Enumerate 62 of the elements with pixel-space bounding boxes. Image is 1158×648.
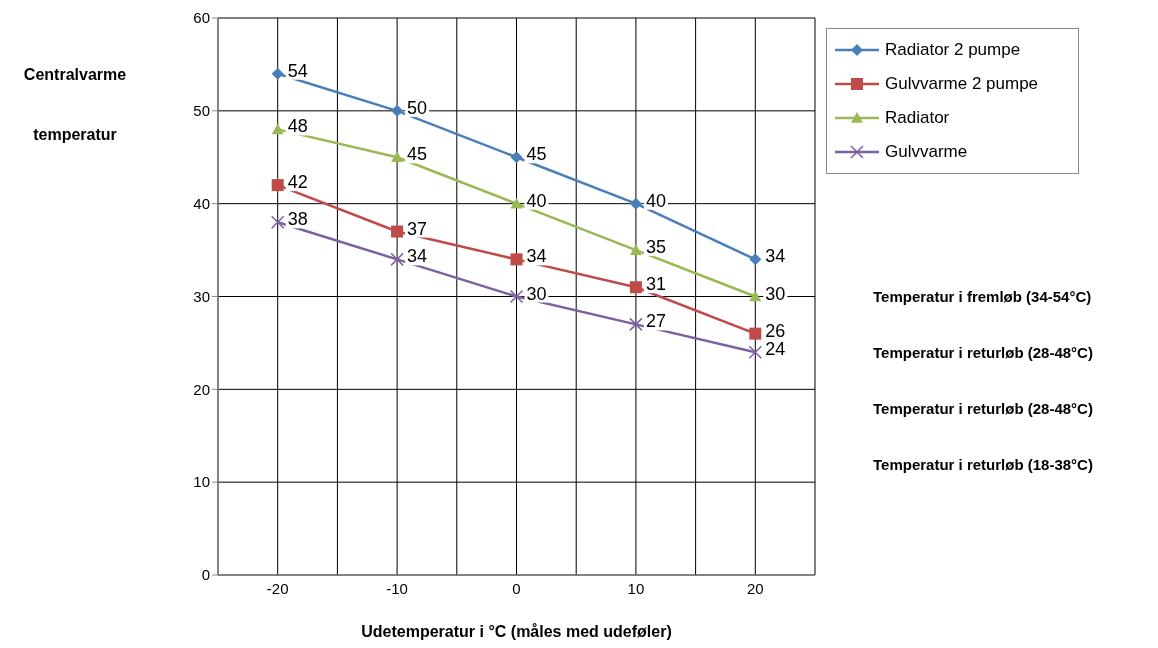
data-label: 37 [407,218,428,239]
text: Temperatur i fremløb (34-54°C) [873,288,1092,305]
point [391,104,404,117]
data-label: 27 [645,311,666,332]
y-tick-label: 0 [201,566,210,584]
y-tick-label: 20 [193,380,210,398]
legend-label: Radiator 2 pumpe [885,40,1021,60]
data-label: 45 [526,144,547,165]
data-label: 42 [287,172,308,193]
data-label: 26 [765,320,786,341]
data-label: 34 [407,246,428,267]
point [271,123,284,135]
legend-label: Gulvvarme [885,142,968,162]
point [391,225,404,238]
x-tick-label: 0 [512,579,521,597]
data-label: 30 [526,283,547,304]
point [749,253,762,266]
data-label: 40 [645,190,666,211]
x-tick-label: -10 [386,579,408,597]
x-axis-title: Udetemperatur i °C (måles med udeføler) [360,623,673,641]
point [749,327,762,340]
point [391,151,404,163]
text: Temperatur i returløb (28-48°C) [873,344,1093,361]
x-tick-label: 20 [746,579,764,597]
y-tick-label: 10 [193,473,210,491]
data-label: 50 [407,97,428,118]
y-tick-label: 50 [193,102,210,120]
y-tick-label: 30 [193,287,210,305]
point [629,317,643,332]
legend-label: Radiator [885,108,950,128]
point [390,252,404,267]
text: Temperatur i returløb (18-38°C) [873,456,1093,473]
point [510,197,523,209]
point [629,281,642,294]
data-label: 30 [765,283,786,304]
data-label: 35 [645,237,666,258]
point [270,215,285,229]
data-label: 54 [287,60,308,81]
point [510,151,523,164]
x-tick-label: -20 [266,579,289,597]
point [749,290,762,302]
y-tick-label: 40 [193,194,210,212]
data-label: 40 [526,190,547,211]
data-label: 34 [765,246,786,267]
y-tick-label: 60 [193,9,210,27]
point [629,244,642,255]
point [271,179,284,192]
point [271,67,284,80]
point [629,197,642,210]
data-label: 45 [407,144,428,165]
point [748,345,763,359]
point [509,289,524,304]
text: Temperatur i returløb (28-48°C) [873,400,1093,417]
legend-label: Gulvvarme 2 pumpe [885,74,1039,94]
x-tick-label: 10 [627,579,645,597]
point [510,253,523,266]
data-label: 24 [765,339,786,360]
text: Centralvarme temperatur [23,66,127,143]
data-label: 31 [645,274,666,295]
data-label: 48 [287,116,308,137]
data-label: 34 [526,246,547,267]
data-label: 38 [287,209,308,230]
